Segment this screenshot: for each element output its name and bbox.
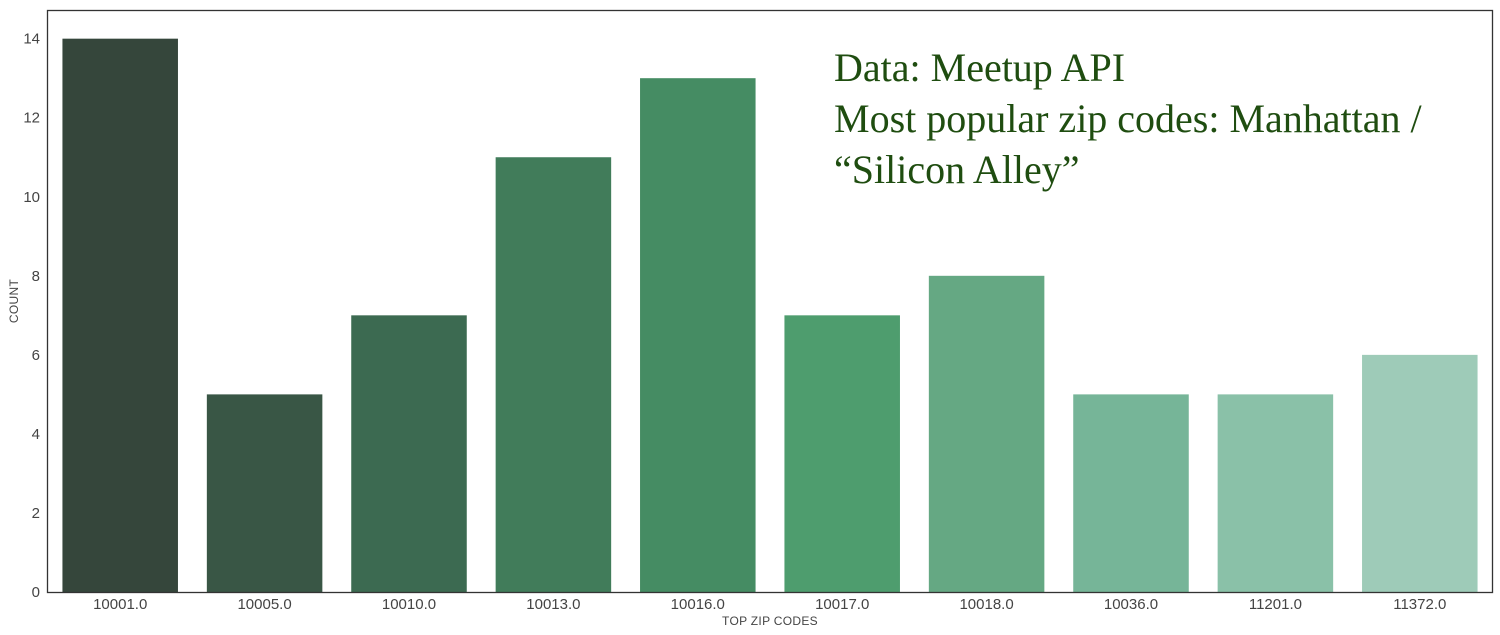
y-tick-label: 2 <box>32 505 40 522</box>
x-axis-title: TOP ZIP CODES <box>722 614 818 628</box>
annotation-line-1: Data: Meetup API <box>834 45 1125 90</box>
bar-10005.0 <box>206 394 323 592</box>
x-tick-labels: 10001.0 10005.0 10010.0 10013.0 10016.0 10017… <box>93 596 1446 613</box>
annotation-line-3: “Silicon Alley” <box>834 147 1080 192</box>
bar-10013.0 <box>495 157 612 593</box>
x-tick-label: 10016.0 <box>671 596 725 613</box>
bar-10001.0 <box>62 38 178 593</box>
x-tick-label: 11201.0 <box>1249 596 1302 613</box>
bar-10036.0 <box>1073 394 1189 592</box>
y-tick-label: 10 <box>23 189 40 206</box>
bar-10017.0 <box>784 315 900 592</box>
x-tick-label: 10010.0 <box>382 596 436 613</box>
y-tick-label: 4 <box>32 426 40 443</box>
bars-group <box>62 38 1478 593</box>
x-tick-label: 10018.0 <box>959 596 1013 613</box>
x-tick-label: 10005.0 <box>237 596 291 613</box>
y-tick-labels: 0 2 4 6 8 10 12 14 <box>23 31 40 601</box>
bar-10010.0 <box>351 315 467 592</box>
x-tick-label: 10036.0 <box>1104 596 1158 613</box>
x-tick-label: 10017.0 <box>815 596 869 613</box>
y-tick-label: 0 <box>32 584 40 601</box>
bar-10018.0 <box>928 275 1045 592</box>
bar-11201.0 <box>1217 394 1334 592</box>
y-tick-label: 8 <box>32 268 40 285</box>
y-tick-label: 6 <box>32 347 40 364</box>
y-tick-label: 12 <box>23 110 40 127</box>
x-tick-label: 11372.0 <box>1393 596 1446 613</box>
bar-10016.0 <box>640 78 756 592</box>
y-tick-label: 14 <box>23 31 40 48</box>
y-axis-title: COUNT <box>7 279 21 324</box>
annotation-text-block: Data: Meetup API Most popular zip codes:… <box>834 45 1423 192</box>
bar-11372.0 <box>1362 354 1478 592</box>
x-tick-label: 10001.0 <box>93 596 147 613</box>
x-tick-label: 10013.0 <box>526 596 580 613</box>
annotation-line-2: Most popular zip codes: Manhattan / <box>834 96 1423 141</box>
plot-frame <box>46 9 1494 594</box>
